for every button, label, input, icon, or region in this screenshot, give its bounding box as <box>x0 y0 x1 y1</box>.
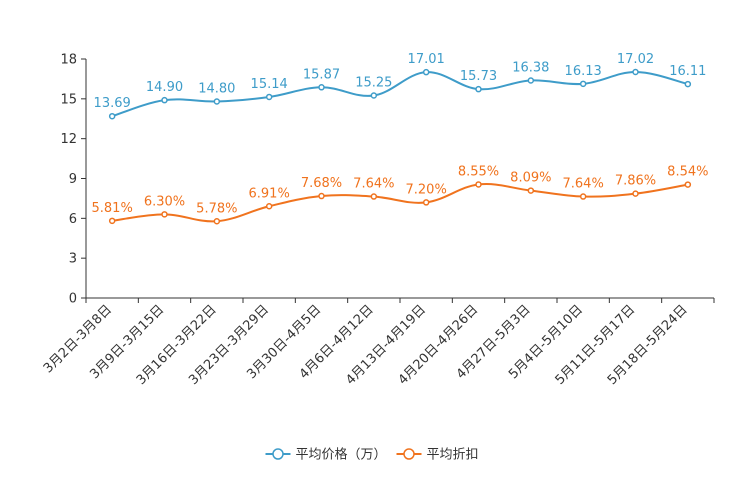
data-label: 17.02 <box>617 52 654 67</box>
data-point[interactable] <box>579 80 587 88</box>
data-point[interactable] <box>108 112 116 120</box>
data-label: 14.90 <box>146 80 183 95</box>
legend-item-average-discount[interactable]: 平均折扣 <box>396 448 479 463</box>
y-tick-label: 18 <box>60 53 77 68</box>
data-label: 16.11 <box>669 64 706 79</box>
y-tick-label: 0 <box>69 292 77 307</box>
data-label: 7.68% <box>301 176 342 191</box>
y-tick-label: 3 <box>69 252 77 267</box>
data-label: 5.78% <box>196 201 237 216</box>
data-label: 15.73 <box>460 69 497 84</box>
series-average-price: 13.69 14.90 14.80 15.14 15.87 15.25 17.01 15.73… <box>94 52 706 120</box>
data-point[interactable] <box>632 68 639 76</box>
data-label: 14.80 <box>198 81 235 96</box>
data-point[interactable] <box>213 98 221 105</box>
data-point[interactable] <box>684 80 692 88</box>
data-point[interactable] <box>265 93 273 101</box>
data-label: 13.69 <box>94 96 131 111</box>
y-tick-label: 15 <box>60 92 77 107</box>
data-point[interactable] <box>475 181 482 188</box>
data-label: 7.86% <box>615 174 656 189</box>
data-label: 8.54% <box>667 165 708 180</box>
y-tick-label: 12 <box>60 132 77 147</box>
data-label: 16.13 <box>565 64 602 79</box>
data-label: 15.25 <box>355 76 392 91</box>
data-point[interactable] <box>684 181 692 188</box>
data-point[interactable] <box>475 85 482 93</box>
x-axis: 3月2日-3月8日3月9日-3月15日3月16日-3月22日3月23日-3月29… <box>41 297 715 388</box>
legend-label: 平均折扣 <box>427 448 479 463</box>
data-point[interactable] <box>632 190 639 197</box>
legend-marker-icon <box>272 448 284 460</box>
data-point[interactable] <box>318 192 325 200</box>
data-label: 7.64% <box>563 177 604 192</box>
data-point[interactable] <box>422 199 430 206</box>
series-line <box>112 183 688 223</box>
data-label: 15.14 <box>251 77 288 92</box>
data-label: 16.38 <box>512 61 549 76</box>
legend[interactable]: 平均价格（万） 平均折扣 <box>265 447 479 463</box>
data-point[interactable] <box>370 193 378 200</box>
data-point[interactable] <box>527 187 535 194</box>
data-point[interactable] <box>265 203 273 210</box>
data-label: 7.20% <box>406 182 447 197</box>
data-point[interactable] <box>579 193 587 200</box>
data-point[interactable] <box>370 92 378 99</box>
data-label: 5.81% <box>92 201 133 216</box>
y-axis: 0 3 6 9 12 15 18 <box>60 53 87 307</box>
y-tick-label: 9 <box>69 172 77 187</box>
data-label: 8.55% <box>458 164 499 179</box>
data-point[interactable] <box>422 68 430 76</box>
data-label: 6.30% <box>144 194 185 209</box>
data-label: 17.01 <box>408 52 445 67</box>
data-label: 15.87 <box>303 67 340 82</box>
legend-label: 平均价格（万） <box>296 447 387 463</box>
series-average-discount: 5.81% 6.30% 5.78% 6.91% 7.68% 7.64% 7.20% 8.55%… <box>92 164 708 225</box>
data-point[interactable] <box>161 211 168 218</box>
data-point[interactable] <box>318 84 325 91</box>
legend-marker-icon <box>403 448 415 460</box>
data-label: 7.64% <box>353 177 394 192</box>
y-tick-label: 6 <box>69 212 77 227</box>
data-label: 8.09% <box>510 171 551 186</box>
legend-item-average-price[interactable]: 平均价格（万） <box>265 447 387 463</box>
series-line <box>111 71 689 118</box>
data-label: 6.91% <box>249 186 290 201</box>
series-layer: 13.69 14.90 14.80 15.14 15.87 15.25 17.01 15.73… <box>92 52 708 225</box>
data-point[interactable] <box>161 96 168 104</box>
data-point[interactable] <box>527 77 535 84</box>
data-point[interactable] <box>108 217 116 225</box>
data-point[interactable] <box>213 218 221 225</box>
